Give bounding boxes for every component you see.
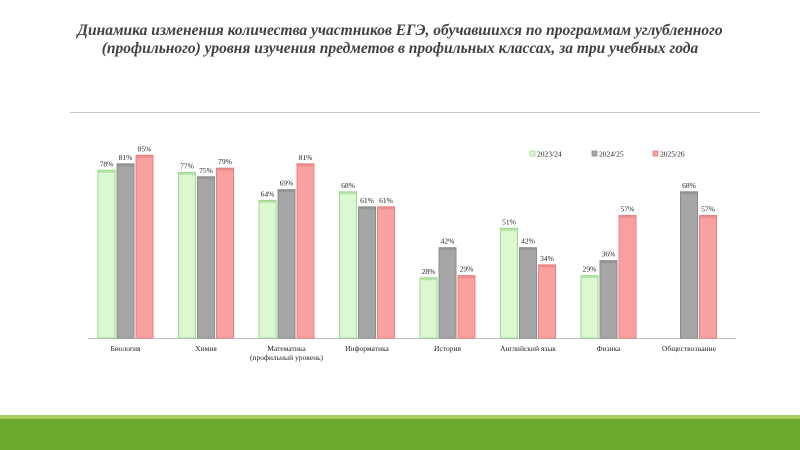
data-label: 77% [180,161,194,170]
data-label: 75% [199,166,213,175]
legend-swatch [529,150,536,157]
chart-title: Динамика изменения количества участников… [77,22,723,57]
x-tick-label: История [434,344,461,353]
bar-2025-26-2 [296,163,315,339]
data-label: 68% [341,181,355,190]
x-tick-label: Обществознание [662,344,717,353]
data-label: 64% [261,189,275,198]
bar-2025-26-6 [618,214,637,339]
bar-top-edge [259,200,276,203]
bar-2023-24-0 [97,169,116,339]
data-label: 51% [502,217,516,226]
data-label: 42% [521,237,535,246]
bar-top-edge [680,191,698,195]
x-tick-label: Химия [195,344,217,353]
x-tick-label: Биология [110,344,141,353]
bar-top-edge [600,260,617,264]
bar-top-edge [439,247,456,251]
bar-top-edge [420,277,437,281]
legend-label: 2023/24 [537,150,562,159]
title-divider [70,112,760,113]
bar-2025-26-4 [457,275,476,339]
bar-2025-26-5 [538,264,556,339]
bar-top-edge [136,155,153,158]
bar-2025-26-7 [699,214,717,339]
x-tick-label: Физика [597,344,621,353]
data-label: 61% [360,196,374,205]
bar-top-edge [699,215,717,218]
legend-swatch [591,150,598,157]
data-label: 29% [583,265,597,274]
bar-2025-26-0 [135,154,154,339]
bar-2023-24-5 [500,227,518,339]
data-label: 42% [441,237,455,246]
legend-label: 2025/26 [660,150,685,159]
bar-2024-25-1 [197,176,215,339]
bar-top-edge [377,206,395,210]
bar-2024-25-5 [519,247,537,339]
data-label: 34% [540,254,554,263]
data-label: 28% [422,267,436,276]
data-label: 61% [379,196,393,205]
data-label: 79% [218,157,232,166]
bar-2024-25-2 [277,189,296,339]
data-label: 81% [119,153,133,162]
bar-2024-25-4 [438,247,457,339]
bar-top-edge [458,275,475,279]
bar-2024-25-3 [358,206,376,339]
bar-2023-24-1 [178,171,196,339]
footer-accent-stripe [0,415,800,419]
bar-2025-26-3 [377,206,395,339]
data-label: 81% [299,153,313,162]
bar-2024-25-6 [599,260,618,339]
bar-top-edge [339,191,357,195]
data-label: 57% [701,204,715,213]
data-label: 29% [460,265,474,274]
bar-top-edge [297,163,314,167]
bar-2023-24-3 [339,191,357,339]
bar-top-edge [358,206,376,210]
data-label: 69% [280,179,294,188]
bar-top-edge [581,275,598,279]
bar-2024-25-7 [680,191,698,339]
data-label: 78% [100,159,114,168]
bar-top-edge [216,168,234,171]
bar-top-edge [178,172,196,175]
bar-top-edge [619,215,636,218]
bar-top-edge [538,264,556,268]
data-label: 57% [621,204,635,213]
x-tick-label: Информатика [345,344,389,353]
bar-top-edge [278,189,295,193]
x-tick-label: Математика (профильный уровень) [250,344,323,362]
legend-swatch [652,150,659,157]
bar-2024-25-0 [116,163,135,339]
bar-top-edge [519,247,537,251]
data-label: 85% [138,144,152,153]
footer-bar [0,419,800,450]
legend-label: 2024/25 [599,150,624,159]
data-label: 36% [602,250,616,259]
bar-top-edge [117,163,134,167]
bar-2025-26-1 [216,167,234,339]
bar-top-edge [500,228,518,231]
bar-2023-24-2 [258,199,277,339]
bar-top-edge [98,170,115,173]
bar-top-edge [197,176,215,180]
x-tick-label: Английский язык [500,344,556,353]
bar-2023-24-6 [580,275,599,339]
bar-2023-24-4 [419,277,438,339]
data-label: 68% [682,181,696,190]
